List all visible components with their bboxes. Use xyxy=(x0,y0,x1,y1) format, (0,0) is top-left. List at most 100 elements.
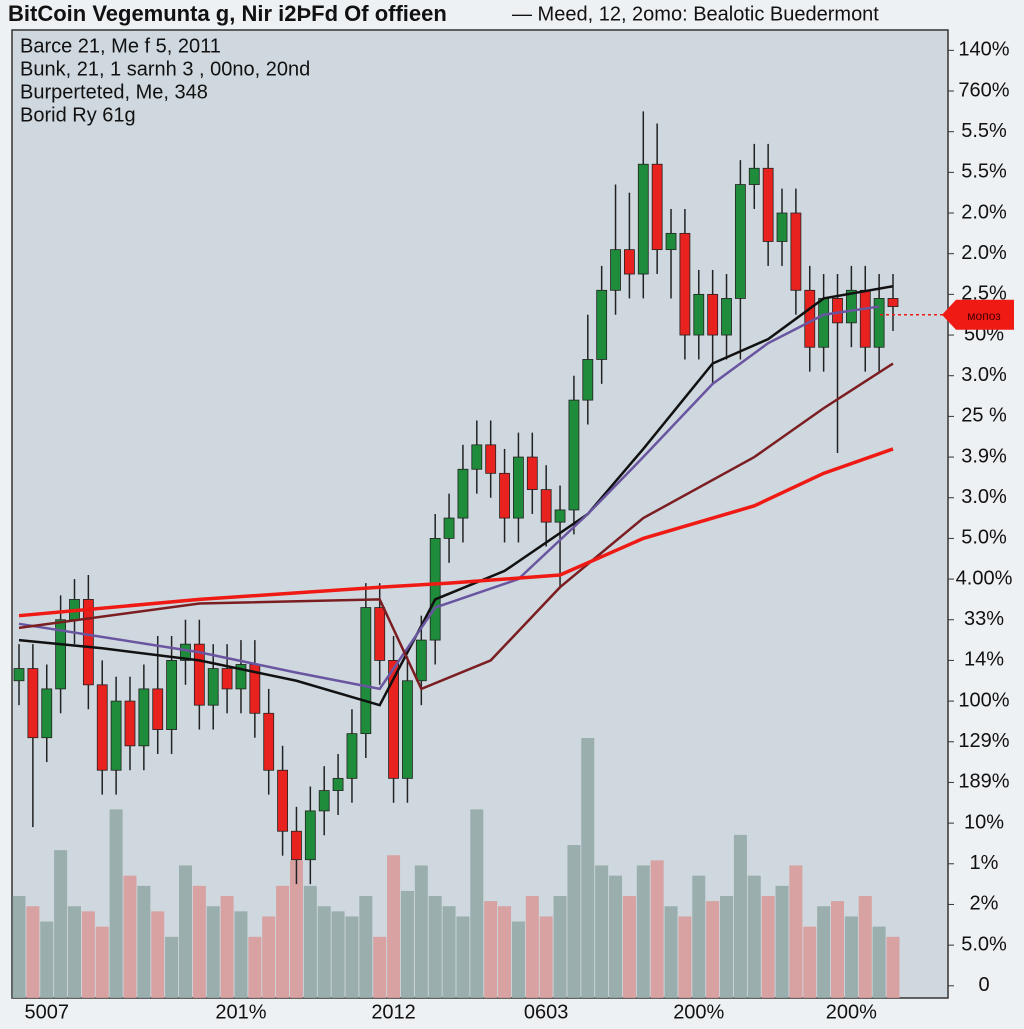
candle-body xyxy=(193,643,205,706)
volume-bar xyxy=(747,875,761,998)
volume-bar xyxy=(331,911,345,998)
volume-bar xyxy=(262,916,276,998)
candle-body xyxy=(818,298,830,348)
y-tick-label: 3.0% xyxy=(961,486,1007,508)
candle-body xyxy=(513,456,524,519)
chart-subtitle: — Meed, 12, 2omo: Bealotic Buedermont xyxy=(512,3,879,25)
y-tick-label: 129% xyxy=(958,730,1009,752)
y-tick-label: 5.5% xyxy=(961,161,1007,183)
price-tag xyxy=(942,299,1014,330)
volume-bar xyxy=(220,896,234,998)
x-tick-label: 200% xyxy=(826,1001,877,1023)
candle-body xyxy=(318,790,330,812)
volume-bar xyxy=(12,896,26,998)
candle-body xyxy=(665,232,677,251)
volume-bar xyxy=(761,896,775,998)
x-tick-label: 200% xyxy=(673,1001,724,1023)
candle-body xyxy=(415,639,427,682)
volume-bar xyxy=(775,885,789,998)
chart-title: BitCoin Vegemunta g, Nir i2ÞFd Of offiee… xyxy=(8,1,447,26)
volume-bar xyxy=(789,865,803,998)
volume-bar xyxy=(664,906,678,998)
volume-bar xyxy=(248,936,262,998)
volume-bar xyxy=(595,865,609,998)
candle-body xyxy=(138,688,150,747)
y-tick-label: 3.9% xyxy=(961,445,1007,467)
candle-body xyxy=(332,777,344,791)
volume-bar xyxy=(442,906,456,998)
volume-bar xyxy=(137,885,151,998)
volume-bar xyxy=(539,916,553,998)
y-tick-label: 0 xyxy=(978,974,989,996)
volume-bar xyxy=(317,906,331,998)
volume-bar xyxy=(456,916,470,998)
volume-bar xyxy=(706,901,720,998)
candle-body xyxy=(485,444,497,474)
candle-body xyxy=(13,668,25,682)
candle-body xyxy=(679,232,691,336)
volume-bar xyxy=(400,890,414,998)
candle-body xyxy=(221,668,233,690)
candle-body xyxy=(721,298,732,336)
candle-body xyxy=(845,289,857,324)
candle-body xyxy=(235,664,247,690)
moving-average xyxy=(18,285,894,707)
candle-body xyxy=(637,163,649,275)
volume-bar xyxy=(359,896,373,998)
volume-bar xyxy=(831,901,845,998)
volume-bar xyxy=(553,896,567,998)
volume-bar xyxy=(123,875,137,998)
candle-body xyxy=(55,619,67,690)
volume-bar xyxy=(373,936,387,998)
candle-body xyxy=(429,538,441,641)
y-tick-label: 2.0% xyxy=(961,201,1007,223)
candle-body xyxy=(651,163,663,251)
candle-body xyxy=(624,249,635,275)
y-tick-label: 1% xyxy=(970,852,999,874)
candle-body xyxy=(41,688,53,739)
volume-bar xyxy=(650,860,664,998)
candle-body xyxy=(360,607,372,735)
candle-body xyxy=(374,607,386,661)
volume-bar xyxy=(67,906,81,998)
candle-body xyxy=(707,293,719,336)
candle-body xyxy=(887,298,899,307)
candle-body xyxy=(748,167,760,185)
volume-bar xyxy=(40,921,54,998)
candle-body xyxy=(96,684,108,771)
moving-average xyxy=(18,362,894,691)
volume-bar xyxy=(151,911,165,998)
candle-body xyxy=(443,517,455,539)
volume-bar xyxy=(844,916,858,998)
volume-bar xyxy=(803,926,817,998)
y-tick-label: 5.5% xyxy=(961,120,1007,142)
candle-body xyxy=(207,668,219,706)
volume-bar xyxy=(636,865,650,998)
volume-bar xyxy=(54,850,68,998)
y-tick-label: 5.0% xyxy=(961,933,1007,955)
info-line: Bunk, 21, 1 sarnh 3 , 00no, 20nd xyxy=(20,58,310,80)
volume-bar xyxy=(678,916,692,998)
volume-bar xyxy=(428,896,442,998)
x-tick-label: 201% xyxy=(215,1001,266,1023)
candle-body xyxy=(776,212,788,242)
candle-body xyxy=(263,712,275,771)
moving-average xyxy=(18,305,880,691)
candle-body xyxy=(110,700,122,771)
volume-bar xyxy=(414,865,428,998)
candle-body xyxy=(402,680,413,779)
y-tick-label: 14% xyxy=(964,649,1004,671)
volume-bar xyxy=(192,885,206,998)
volume-bar xyxy=(858,896,872,998)
x-tick-label: 5007 xyxy=(24,1001,69,1023)
volume-bar xyxy=(206,906,220,998)
moving-average xyxy=(18,447,894,618)
volume-bar xyxy=(109,809,123,998)
y-tick-label: 5.0% xyxy=(961,527,1007,549)
candle-body xyxy=(27,668,39,739)
volume-bar xyxy=(81,911,95,998)
price-tag-label: мопоз xyxy=(967,309,1001,323)
y-tick-label: 4.00% xyxy=(956,567,1013,589)
y-tick-label: 100% xyxy=(958,689,1009,711)
y-tick-label: 2.5% xyxy=(961,283,1007,305)
